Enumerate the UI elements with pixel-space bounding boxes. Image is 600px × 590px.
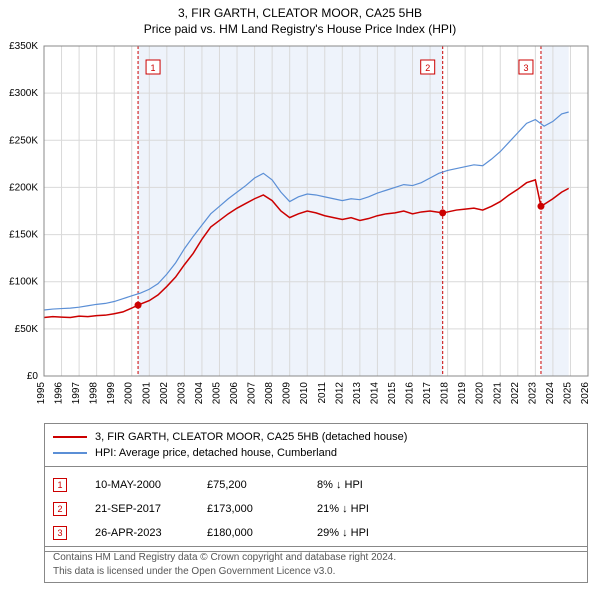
transaction-date: 10-MAY-2000 (67, 479, 207, 491)
x-axis-label: 2008 (264, 382, 275, 405)
x-axis-label: 1995 (36, 382, 47, 405)
marker-badge-2: 2 (53, 502, 67, 516)
x-axis-label: 2011 (317, 382, 328, 404)
transaction-price: £173,000 (207, 503, 317, 515)
legend-item: 3, FIR GARTH, CLEATOR MOOR, CA25 5HB (de… (53, 429, 579, 445)
y-axis-label: £350K (9, 41, 38, 52)
transaction-date: 21-SEP-2017 (67, 503, 207, 515)
footer-line: Contains HM Land Registry data © Crown c… (53, 551, 579, 565)
transactions-table: 1 10-MAY-2000 £75,200 8% ↓ HPI 2 21-SEP-… (44, 466, 588, 552)
x-axis-label: 2017 (422, 382, 433, 405)
x-axis-label: 2006 (229, 382, 240, 405)
x-axis-label: 2025 (562, 382, 573, 405)
chart-band (138, 46, 443, 376)
x-axis-label: 2021 (492, 382, 503, 405)
marker-dot (537, 203, 544, 210)
transaction-diff: 29% ↓ HPI (317, 527, 437, 539)
legend-swatch-hpi (53, 452, 87, 454)
table-row: 3 26-APR-2023 £180,000 29% ↓ HPI (53, 521, 579, 545)
x-axis-label: 2024 (545, 382, 556, 405)
x-axis-label: 2014 (369, 382, 380, 405)
x-axis-label: 2003 (176, 382, 187, 405)
y-axis-label: £100K (9, 277, 38, 288)
x-axis-label: 2005 (211, 382, 222, 405)
y-axis-label: £50K (15, 324, 39, 335)
x-axis-label: 2019 (457, 382, 468, 405)
chart-band (541, 46, 569, 376)
x-axis-label: 2023 (527, 382, 538, 405)
marker-badge-1: 1 (53, 478, 67, 492)
marker-badge-text: 2 (425, 63, 430, 73)
x-axis-label: 2016 (405, 382, 416, 405)
transaction-diff: 21% ↓ HPI (317, 503, 437, 515)
table-row: 1 10-MAY-2000 £75,200 8% ↓ HPI (53, 473, 579, 497)
x-axis-label: 2018 (440, 382, 451, 405)
legend: 3, FIR GARTH, CLEATOR MOOR, CA25 5HB (de… (44, 423, 588, 467)
x-axis-label: 2013 (352, 382, 363, 405)
y-axis-label: £0 (27, 371, 39, 382)
x-axis-label: 1998 (89, 382, 100, 405)
x-axis-label: 1999 (106, 382, 117, 405)
x-axis-label: 2010 (299, 382, 310, 405)
legend-label: HPI: Average price, detached house, Cumb… (95, 447, 337, 459)
x-axis-label: 2001 (141, 382, 152, 405)
y-axis-label: £300K (9, 88, 38, 99)
marker-badge-text: 3 (523, 63, 528, 73)
x-axis-label: 2012 (334, 382, 345, 405)
y-axis-label: £200K (9, 182, 38, 193)
x-axis-label: 1996 (54, 382, 65, 405)
marker-badge-3: 3 (53, 526, 67, 540)
x-axis-label: 2007 (247, 382, 258, 405)
marker-dot (135, 302, 142, 309)
footer-line: This data is licensed under the Open Gov… (53, 565, 579, 579)
legend-item: HPI: Average price, detached house, Cumb… (53, 445, 579, 461)
x-axis-label: 2022 (510, 382, 521, 405)
y-axis-label: £250K (9, 135, 38, 146)
legend-label: 3, FIR GARTH, CLEATOR MOOR, CA25 5HB (de… (95, 431, 407, 443)
x-axis-label: 2004 (194, 382, 205, 405)
transaction-diff: 8% ↓ HPI (317, 479, 437, 491)
x-axis-label: 2002 (159, 382, 170, 405)
x-axis-label: 1997 (71, 382, 82, 405)
marker-dot (439, 209, 446, 216)
chart-container: 3, FIR GARTH, CLEATOR MOOR, CA25 5HB Pri… (0, 0, 600, 590)
y-axis-label: £150K (9, 230, 38, 241)
marker-badge-text: 1 (151, 63, 156, 73)
price-chart: £0 £50K £100K £150K £200K £250K £300K £350K 1995… (0, 0, 600, 420)
transaction-price: £75,200 (207, 479, 317, 491)
attribution-footer: Contains HM Land Registry data © Crown c… (44, 546, 588, 583)
transaction-date: 26-APR-2023 (67, 527, 207, 539)
x-axis-label: 2015 (387, 382, 398, 405)
x-axis-label: 2009 (282, 382, 293, 405)
x-axis-label: 2000 (124, 382, 135, 405)
x-axis-label: 2020 (475, 382, 486, 405)
x-axis-label: 2026 (580, 382, 591, 405)
transaction-price: £180,000 (207, 527, 317, 539)
legend-swatch-property (53, 436, 87, 438)
table-row: 2 21-SEP-2017 £173,000 21% ↓ HPI (53, 497, 579, 521)
